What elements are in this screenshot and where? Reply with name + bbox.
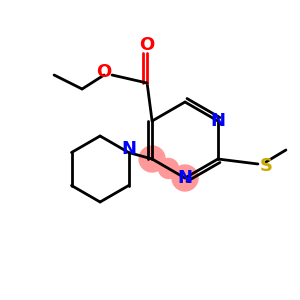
Text: N: N bbox=[121, 140, 136, 158]
Text: N: N bbox=[210, 112, 225, 130]
Text: N: N bbox=[178, 169, 193, 187]
Circle shape bbox=[139, 146, 165, 172]
Text: O: O bbox=[140, 36, 155, 54]
Text: O: O bbox=[97, 63, 112, 81]
Circle shape bbox=[158, 158, 178, 178]
Circle shape bbox=[172, 165, 198, 191]
Text: S: S bbox=[260, 157, 272, 175]
